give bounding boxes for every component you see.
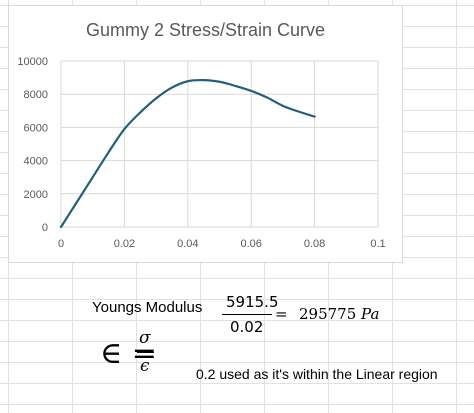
chart-title: Gummy 2 Stress/Strain Curve: [85, 20, 326, 40]
chart-container[interactable]: 0 2000 4000 6000 8000 10000 0 0.02 0.04 0.06 0.08 0…: [8, 5, 403, 263]
fraction-denominator: 0.02: [230, 318, 264, 336]
y-tick-label: 6000: [24, 122, 48, 134]
youngs-modulus-result: 295775 Pa: [299, 305, 379, 323]
youngs-modulus-label: Youngs Modulus: [92, 299, 203, 316]
equals-sign: =: [275, 305, 288, 323]
x-tick-label: 0.02: [114, 238, 135, 250]
y-tick-label: 10000: [17, 56, 48, 68]
formula-epsilon: ϵ: [140, 356, 150, 376]
x-tick-label: 0.04: [177, 238, 198, 250]
y-tick-label: 2000: [24, 189, 48, 201]
formula-fraction-bar: [137, 352, 154, 353]
y-tick-label: 4000: [24, 156, 48, 168]
linear-region-note: 0.2 used as it's within the Linear regio…: [196, 366, 438, 382]
result-number: 295775: [299, 305, 357, 323]
x-tick-label: 0: [58, 238, 64, 250]
formula-sigma: σ: [139, 328, 151, 348]
strain-formula-lhs: ∈ =: [100, 336, 157, 371]
fraction-numerator: 5915.5: [226, 293, 279, 311]
x-tick-label: 0.1: [370, 238, 385, 250]
y-tick-label: 0: [42, 222, 48, 234]
series-line: [59, 78, 316, 229]
y-tick-label: 8000: [24, 89, 48, 101]
chart-plot: 0 2000 4000 6000 8000 10000 0 0.02 0.04 0.06 0.08 0…: [17, 56, 385, 250]
x-tick-label: 0.08: [304, 238, 325, 250]
x-tick-label: 0.06: [240, 238, 261, 250]
result-unit: Pa: [361, 305, 380, 323]
fraction-bar: [222, 314, 272, 315]
